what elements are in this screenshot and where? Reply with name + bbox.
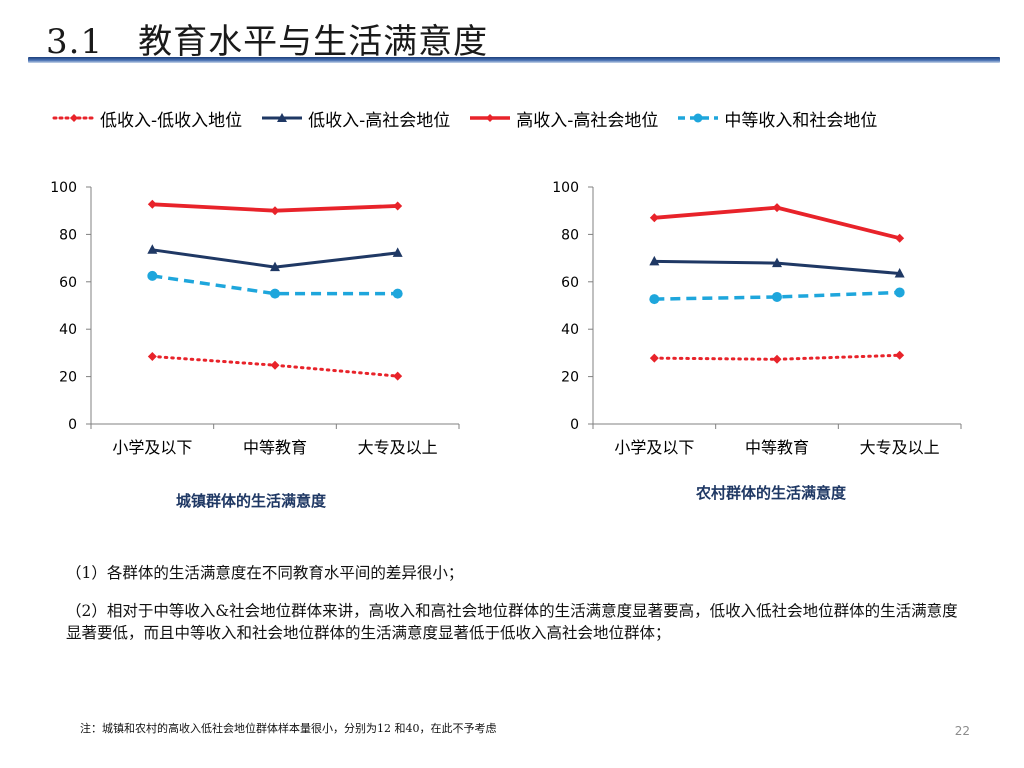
note-1: （1）各群体的生活满意度在不同教育水平间的差异很小； — [66, 564, 464, 582]
y-tick-label: 20 — [59, 370, 77, 386]
data-point-diamond — [895, 233, 905, 243]
data-point-diamond — [649, 353, 659, 363]
data-point-triangle — [147, 244, 158, 254]
urban-chart-title: 城镇群体的生活满意度 — [176, 492, 327, 510]
data-point-diamond — [393, 371, 403, 381]
legend-item-low-high: 低收入-高社会地位 — [260, 106, 450, 131]
page-number: 22 — [954, 724, 970, 738]
data-point-diamond — [649, 213, 659, 223]
x-tick-label: 小学及以下 — [614, 438, 694, 457]
note-2: （2）相对于中等收入&社会地位群体来讲，高收入和高社会地位群体的生活满意度显著要… — [66, 602, 958, 642]
data-point-diamond — [895, 350, 905, 360]
y-tick-label: 100 — [552, 180, 579, 196]
legend-item-low-low: 低收入-低收入地位 — [52, 106, 242, 131]
legend-swatch-dotted-diamond — [52, 114, 96, 122]
x-tick-label: 大专及以上 — [358, 438, 438, 457]
series-line-4 — [654, 290, 900, 301]
slide-title: 3.1 教育水平与生活满意度 — [46, 22, 489, 62]
x-tick-label: 中等教育 — [745, 438, 809, 457]
legend-swatch-dashed-circle — [678, 113, 719, 123]
data-point-circle — [147, 270, 158, 281]
y-tick-label: 0 — [68, 417, 77, 433]
data-point-circle — [772, 291, 782, 302]
data-point-triangle — [392, 247, 403, 257]
data-point-diamond — [772, 354, 782, 364]
data-point-diamond — [393, 201, 403, 211]
data-point-triangle — [649, 255, 660, 266]
y-tick-label: 40 — [561, 322, 579, 338]
y-tick-label: 20 — [561, 370, 579, 386]
y-tick-label: 100 — [50, 180, 77, 196]
x-tick-label: 中等教育 — [243, 438, 307, 457]
data-point-triangle — [270, 261, 280, 272]
data-point-circle — [894, 287, 905, 298]
data-point-diamond — [270, 206, 280, 216]
x-tick-label: 小学及以下 — [112, 438, 192, 457]
series-line-4 — [152, 274, 398, 296]
x-tick-label: 大专及以上 — [860, 438, 940, 457]
data-point-circle — [270, 288, 280, 299]
data-point-circle — [649, 294, 660, 305]
legend-label: 高收入-高社会地位 — [516, 110, 659, 131]
y-tick-label: 80 — [561, 227, 579, 243]
chart-legend: 低收入-低收入地位 低收入-高社会地位 高收入-高社会地位 中等收入和社会地位 — [52, 104, 992, 132]
footnote: 注：城镇和农村的高收入低社会地位群体样本量很小，分别为12 和40，在此不予考虑 — [80, 722, 497, 735]
rural-line-chart: 0 20 40 60 80 100 小学及以下 中等教育 大专及以上 — [552, 180, 962, 457]
y-tick-label: 60 — [561, 275, 579, 291]
title-underline — [28, 57, 1000, 63]
urban-line-chart: 0 20 40 60 80 100 小学及以下 中等教育 大专及以上 — [50, 180, 460, 457]
series-line-3 — [654, 205, 901, 241]
data-point-triangle — [894, 268, 905, 278]
legend-label: 中等收入和社会地位 — [724, 110, 878, 131]
y-tick-label: 60 — [59, 275, 77, 291]
legend-label: 低收入-高社会地位 — [308, 110, 451, 131]
legend-swatch-solid-triangle — [262, 113, 303, 122]
legend-item-high-high: 高收入-高社会地位 — [468, 106, 658, 131]
legend-swatch-solid-diamond — [470, 114, 511, 122]
data-point-diamond — [147, 351, 157, 361]
rural-chart-title: 农村群体的生活满意度 — [696, 484, 847, 502]
data-point-diamond — [772, 203, 782, 213]
y-tick-label: 0 — [570, 417, 579, 433]
y-tick-label: 80 — [59, 227, 77, 243]
y-tick-label: 40 — [59, 322, 77, 338]
data-point-triangle — [772, 257, 782, 268]
data-point-diamond — [270, 360, 280, 370]
data-point-diamond — [147, 199, 157, 209]
legend-item-middle: 中等收入和社会地位 — [676, 106, 877, 131]
legend-label: 低收入-低收入地位 — [100, 110, 243, 131]
data-point-circle — [392, 288, 403, 299]
